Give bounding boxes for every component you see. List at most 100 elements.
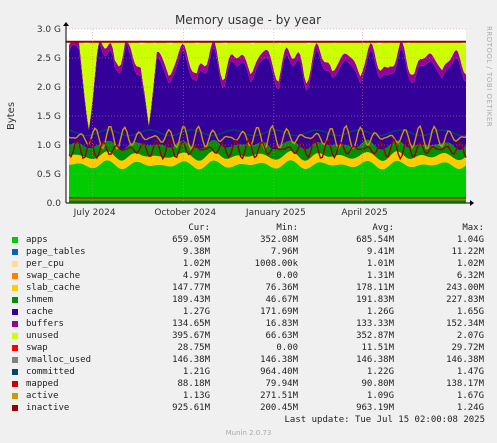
legend-swatch (12, 273, 18, 279)
last-update: Last update: Tue Jul 15 02:00:08 2025 (284, 415, 485, 425)
y-tick-label: 1.5 G (37, 112, 61, 122)
legend-rows: apps 659.05M 352.08M 685.54M 1.04G page_table… (12, 234, 490, 414)
legend-avg-value: 191.83M (356, 295, 394, 305)
legend-min-value: 352.08M (260, 235, 298, 245)
legend-header: Cur: Min: Avg: Max: (12, 222, 490, 234)
series-lines (66, 40, 467, 202)
legend-max-value: 11.22M (451, 247, 484, 257)
y-tick-label: 0.0 (47, 199, 62, 209)
legend-table: Cur: Min: Avg: Max: apps 659.05M 352.08M 68… (12, 222, 490, 414)
legend-min-value: 0.00 (276, 343, 298, 353)
line-committed (68, 129, 467, 137)
legend-series-name: unused (26, 331, 59, 341)
legend-max-value: 6.32M (456, 271, 484, 281)
legend-series-name: inactive (26, 403, 70, 413)
header-avg: Avg: (372, 223, 394, 233)
area-cache (69, 41, 466, 151)
legend-row-cache: cache 1.27G 171.69M 1.26G 1.65G (12, 306, 490, 318)
stacked-areas (69, 41, 466, 203)
legend-row-mapped: mapped 88.18M 79.94M 90.80M 138.17M (12, 378, 490, 390)
y-tick-label: 2.5 G (37, 54, 61, 64)
legend-swatch (12, 369, 18, 375)
legend-min-value: 964.40M (260, 367, 298, 377)
chart-title: Memory usage - by year (175, 13, 321, 27)
area-unused (69, 41, 466, 129)
rrdtool-credit: RRDTOOL / TOBI OETIKER (485, 26, 493, 127)
legend-avg-value: 146.38M (356, 355, 394, 365)
legend-avg-value: 1.26G (366, 307, 394, 317)
legend-row-shmem: shmem 189.43M 46.67M 191.83M 227.83M (12, 294, 490, 306)
legend-max-value: 138.17M (446, 379, 484, 389)
line-inactive (68, 138, 467, 161)
header-max: Max: (462, 223, 484, 233)
legend-min-value: 16.83M (265, 319, 298, 329)
legend-max-value: 2.07G (456, 331, 484, 341)
legend-swatch (12, 285, 18, 291)
legend-cur-value: 189.43M (172, 295, 210, 305)
area-slab_cache (69, 151, 466, 170)
legend-series-name: cache (26, 307, 54, 317)
area-apps (69, 160, 466, 203)
legend-series-name: committed (26, 367, 75, 377)
legend-cur-value: 1.27G (182, 307, 210, 317)
legend-max-value: 1.65G (456, 307, 484, 317)
header-min: Min: (276, 223, 298, 233)
y-tick-label: 0.5 G (37, 170, 61, 180)
x-tick-label: July 2024 (73, 208, 116, 218)
legend-swatch (12, 405, 18, 411)
legend-max-value: 1.47G (456, 367, 484, 377)
legend-min-value: 0.00 (276, 271, 298, 281)
legend-swatch (12, 393, 18, 399)
legend-swatch (12, 321, 18, 327)
legend-row-active: active 1.13G 271.51M 1.09G 1.67G (12, 390, 490, 402)
legend-avg-value: 9.41M (366, 247, 394, 257)
legend-min-value: 271.51M (260, 391, 298, 401)
legend-avg-value: 1.01M (366, 259, 394, 269)
legend-avg-value: 685.54M (356, 235, 394, 245)
legend-cur-value: 88.18M (177, 379, 210, 389)
legend-swatch (12, 261, 18, 267)
legend-row-buffers: buffers 134.65M 16.83M 133.33M 152.34M (12, 318, 490, 330)
legend-avg-value: 1.22G (366, 367, 394, 377)
y-tick-label: 1.0 G (37, 141, 61, 151)
legend-row-per_cpu: per_cpu 1.02M 1008.00k 1.01M 1.02M (12, 258, 490, 270)
x-axis-arrow (470, 200, 474, 206)
legend-swatch (12, 237, 18, 243)
legend-cur-value: 1.02M (182, 259, 210, 269)
legend-avg-value: 352.87M (356, 331, 394, 341)
legend-row-committed: committed 1.21G 964.40M 1.22G 1.47G (12, 366, 490, 378)
legend-swatch (12, 309, 18, 315)
x-tick-label: October 2024 (154, 208, 216, 218)
legend-max-value: 1.24G (456, 403, 484, 413)
legend-avg-value: 90.80M (361, 379, 394, 389)
legend-series-name: vmalloc_used (26, 355, 92, 365)
legend-avg-value: 1.31M (366, 271, 394, 281)
legend-min-value: 79.94M (265, 379, 298, 389)
legend-avg-value: 11.51M (361, 343, 394, 353)
legend-max-value: 146.38M (446, 355, 484, 365)
legend-series-name: swap_cache (26, 271, 81, 281)
legend-series-name: shmem (26, 295, 54, 305)
legend-swatch (12, 333, 18, 339)
legend-swatch (12, 345, 18, 351)
legend-min-value: 76.36M (265, 283, 298, 293)
legend-min-value: 7.96M (270, 247, 298, 257)
header-cur: Cur: (188, 223, 210, 233)
legend-series-name: active (26, 391, 59, 401)
legend-min-value: 66.63M (265, 331, 298, 341)
legend-max-value: 29.72M (451, 343, 484, 353)
legend-cur-value: 659.05M (172, 235, 210, 245)
legend-cur-value: 4.97M (182, 271, 210, 281)
legend-cur-value: 146.38M (172, 355, 210, 365)
legend-min-value: 171.69M (260, 307, 298, 317)
y-axis-ticks: 0.0 0.5 G 1.0 G 1.5 G 2.0 G 2.5 G 3.0 G (37, 25, 61, 209)
legend-cur-value: 925.61M (172, 403, 210, 413)
area-buffers (69, 41, 466, 131)
legend-cur-value: 9.38M (182, 247, 210, 257)
legend-series-name: apps (26, 235, 48, 245)
y-tick-label: 2.0 G (37, 83, 61, 93)
legend-cur-value: 1.13G (182, 391, 210, 401)
legend-row-unused: unused 395.67M 66.63M 352.87M 2.07G (12, 330, 490, 342)
legend-max-value: 1.04G (456, 235, 484, 245)
legend-row-slab_cache: slab_cache 147.77M 76.36M 178.11M 243.00M (12, 282, 490, 294)
